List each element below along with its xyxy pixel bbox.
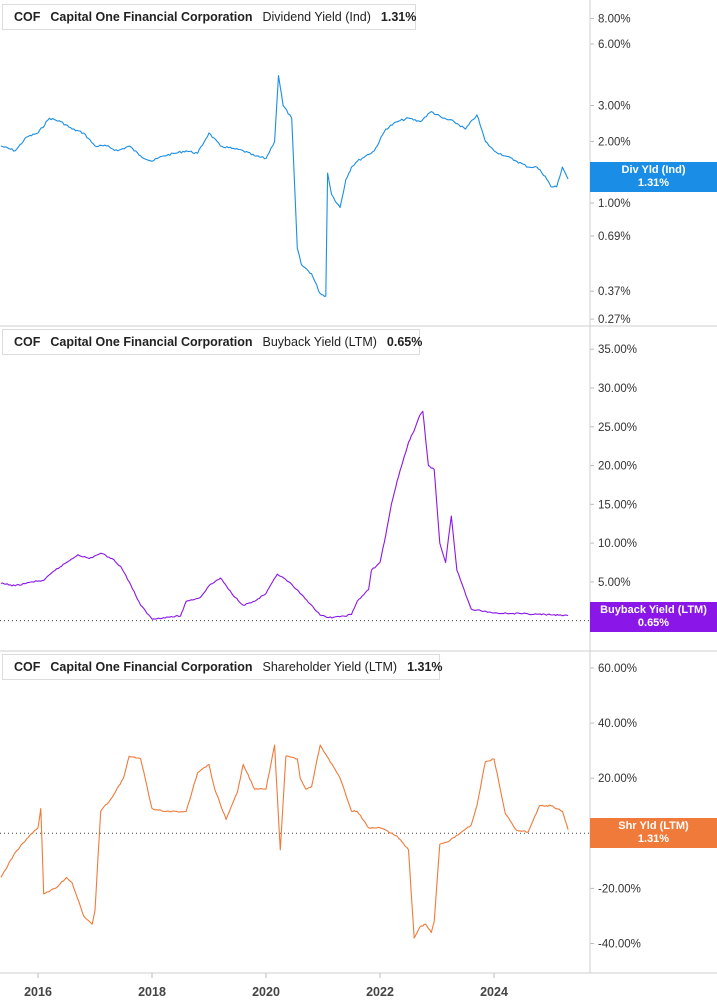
y-tick-label: 40.00%	[598, 718, 637, 730]
badge-label: Div Yld (Ind)	[621, 164, 686, 176]
shareholder-yield-value-badge: Shr Yld (LTM) 1.31%	[590, 818, 717, 848]
y-tick-label: 10.00%	[598, 538, 637, 550]
dividend-yield-value-badge: Div Yld (Ind) 1.31%	[590, 162, 717, 192]
badge-label: Buyback Yield (LTM)	[600, 604, 707, 616]
y-tick-label: 5.00%	[598, 577, 631, 589]
badge-label: Shr Yld (LTM)	[618, 820, 689, 832]
legend-value: 1.31%	[380, 10, 417, 24]
y-tick-label: 15.00%	[598, 499, 637, 511]
legend-buyback-yield: COF Capital One Financial Corporation Bu…	[2, 329, 423, 355]
y-tick-label: 20.00%	[598, 461, 637, 473]
legend-dividend-yield: COF Capital One Financial Corporation Di…	[2, 4, 416, 30]
y-tick-label: 20.00%	[598, 773, 637, 785]
buyback-yield-panel: 0.00%5.00%10.00%15.00%20.00%25.00%30.00%…	[0, 344, 637, 628]
legend-value: 0.65%	[386, 335, 423, 349]
badge-value: 1.31%	[637, 833, 670, 845]
y-tick-label: -40.00%	[598, 938, 641, 950]
y-tick-label: 30.00%	[598, 383, 637, 395]
y-tick-label: 60.00%	[598, 663, 637, 675]
series-line	[0, 75, 569, 297]
legend-ticker: COF	[14, 660, 41, 674]
legend-metric: Dividend Yield (Ind)	[262, 10, 371, 24]
y-tick-label: 8.00%	[598, 13, 631, 25]
x-tick-label: 2024	[480, 985, 508, 999]
y-tick-label: 0.37%	[598, 286, 631, 298]
legend-company: Capital One Financial Corporation	[50, 660, 253, 674]
series-line	[0, 744, 569, 939]
legend-company: Capital One Financial Corporation	[50, 10, 253, 24]
y-tick-label: 6.00%	[598, 39, 631, 51]
legend-value: 1.31%	[407, 660, 443, 674]
legend-ticker: COF	[14, 335, 41, 349]
shareholder-yield-panel: -40.00%-20.00%0.00%20.00%40.00%60.00%	[0, 663, 641, 950]
x-tick-label: 2016	[24, 985, 52, 999]
legend-ticker: COF	[14, 10, 41, 24]
dividend-yield-panel: 0.27% 0.37% 0.69% 1.00% 2.00% 3.00% 6.00% 8.00%	[0, 13, 631, 326]
badge-value: 1.31%	[637, 177, 670, 189]
x-axis: 2016 2018 2020 2022 2024	[24, 973, 508, 999]
series-line	[0, 410, 569, 620]
y-tick-label: 2.00%	[598, 136, 631, 148]
legend-metric: Buyback Yield (LTM)	[262, 335, 377, 349]
y-tick-label: 0.69%	[598, 231, 631, 243]
y-tick-label: 25.00%	[598, 422, 637, 434]
legend-shareholder-yield: COF Capital One Financial Corporation Sh…	[2, 654, 443, 680]
x-tick-label: 2020	[252, 985, 280, 999]
y-tick-label: 35.00%	[598, 344, 637, 356]
y-tick-label: -20.00%	[598, 883, 641, 895]
y-tick-label: 1.00%	[598, 198, 631, 210]
y-tick-label: 0.27%	[598, 314, 631, 326]
y-tick-label: 3.00%	[598, 100, 631, 112]
badge-value: 0.65%	[637, 617, 670, 629]
legend-metric: Shareholder Yield (LTM)	[262, 660, 398, 674]
legend-company: Capital One Financial Corporation	[50, 335, 253, 349]
buyback-yield-value-badge: Buyback Yield (LTM) 0.65%	[590, 602, 717, 632]
x-tick-label: 2022	[366, 985, 394, 999]
x-tick-label: 2018	[138, 985, 166, 999]
